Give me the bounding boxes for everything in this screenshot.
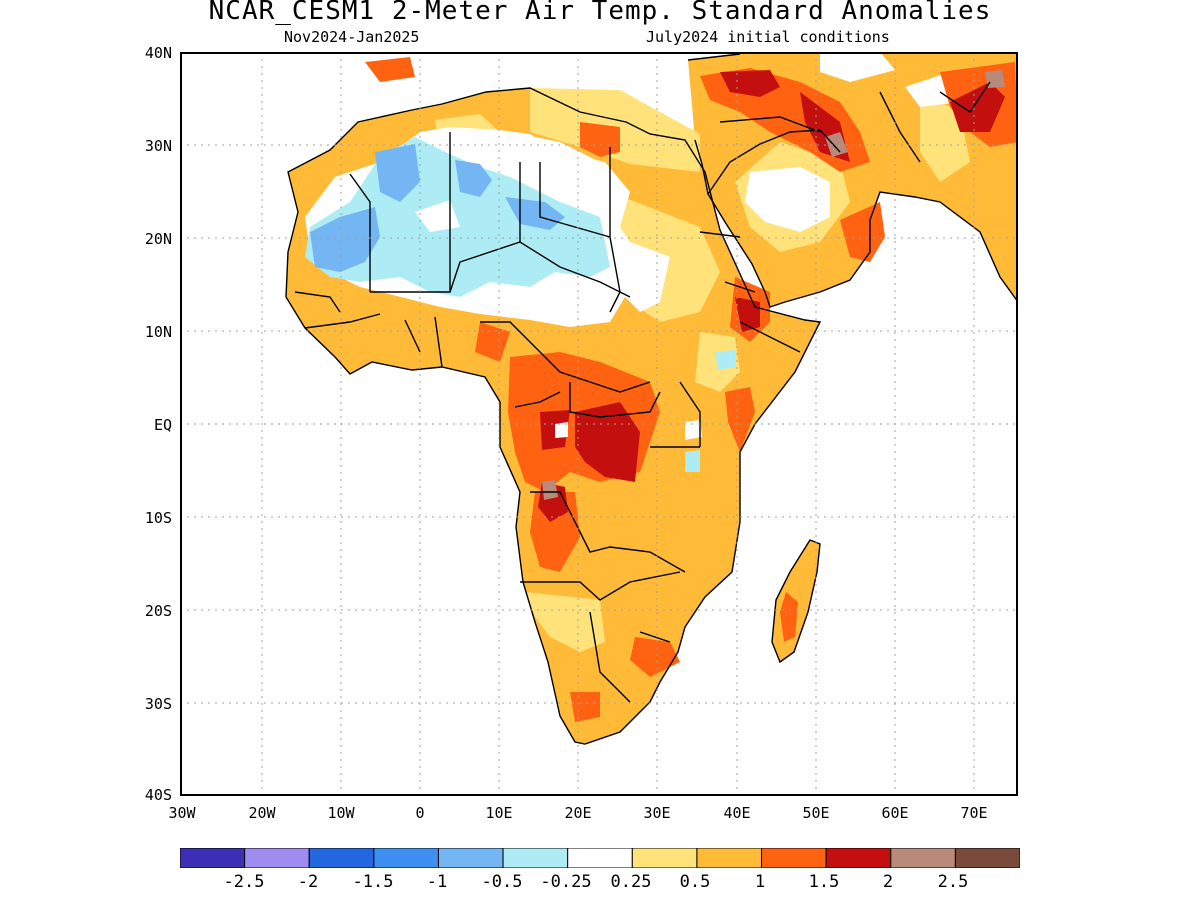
coastline-outlines [285,53,1019,745]
lat-label: 10N [144,323,172,341]
lon-label: 40E [723,804,751,822]
lon-label: 0 [415,804,425,822]
colorbar-label: -1 [426,872,448,892]
colorbar-swatch [890,848,956,868]
lon-label: 70E [960,804,988,822]
colorbar-swatch [761,848,827,868]
colorbar-label: -2 [297,872,319,892]
initial-conditions: July2024 initial conditions [646,28,890,46]
colorbar-label: 1.5 [808,872,840,892]
colorbar-swatch [567,848,633,868]
colorbar-label: -2.5 [223,872,265,892]
lon-label: 60E [881,804,909,822]
lon-label: 20W [248,804,276,822]
lon-label: 10E [485,804,513,822]
colorbar-label: 0.5 [679,872,711,892]
colorbar-swatch [502,848,569,868]
colorbar-swatch [696,848,763,868]
colorbar-swatch [373,848,439,868]
colorbar-label: 0.25 [610,872,652,892]
colorbar-swatch [244,848,310,868]
lat-label: 40N [144,44,172,62]
lat-label: 30S [144,695,172,713]
colorbar-swatch [825,848,892,868]
color-scale-bar [180,848,1020,868]
lon-label: 30E [643,804,671,822]
colorbar-label: -1.5 [352,872,394,892]
colorbar-swatch [180,848,246,868]
colorbar-label: -0.5 [481,872,523,892]
colorbar-swatch [308,848,375,868]
lon-label: 30W [168,804,196,822]
lat-label: 30N [144,137,172,155]
lat-label: 20S [144,602,172,620]
lon-label: 50E [802,804,830,822]
colorbar-label: 2.5 [937,872,969,892]
colorbar-label: -0.25 [540,872,592,892]
graticule [180,52,1018,796]
lat-label: 40S [144,786,172,804]
lon-label: 10W [327,804,355,822]
lat-label: EQ [153,416,172,434]
forecast-period: Nov2024-Jan2025 [284,28,420,46]
map-canvas [174,52,1019,796]
colorbar-swatch [954,848,1020,868]
colorbar-label: 2 [882,872,894,892]
lon-label: 20E [564,804,592,822]
anomaly-map [174,52,1019,796]
lat-label: 20N [144,230,172,248]
map-title: NCAR_CESM1 2-Meter Air Temp. Standard An… [208,0,992,26]
colorbar-swatch [437,848,504,868]
colorbar-label: 1 [754,872,766,892]
lat-label: 10S [144,509,172,527]
colorbar-swatch [631,848,698,868]
